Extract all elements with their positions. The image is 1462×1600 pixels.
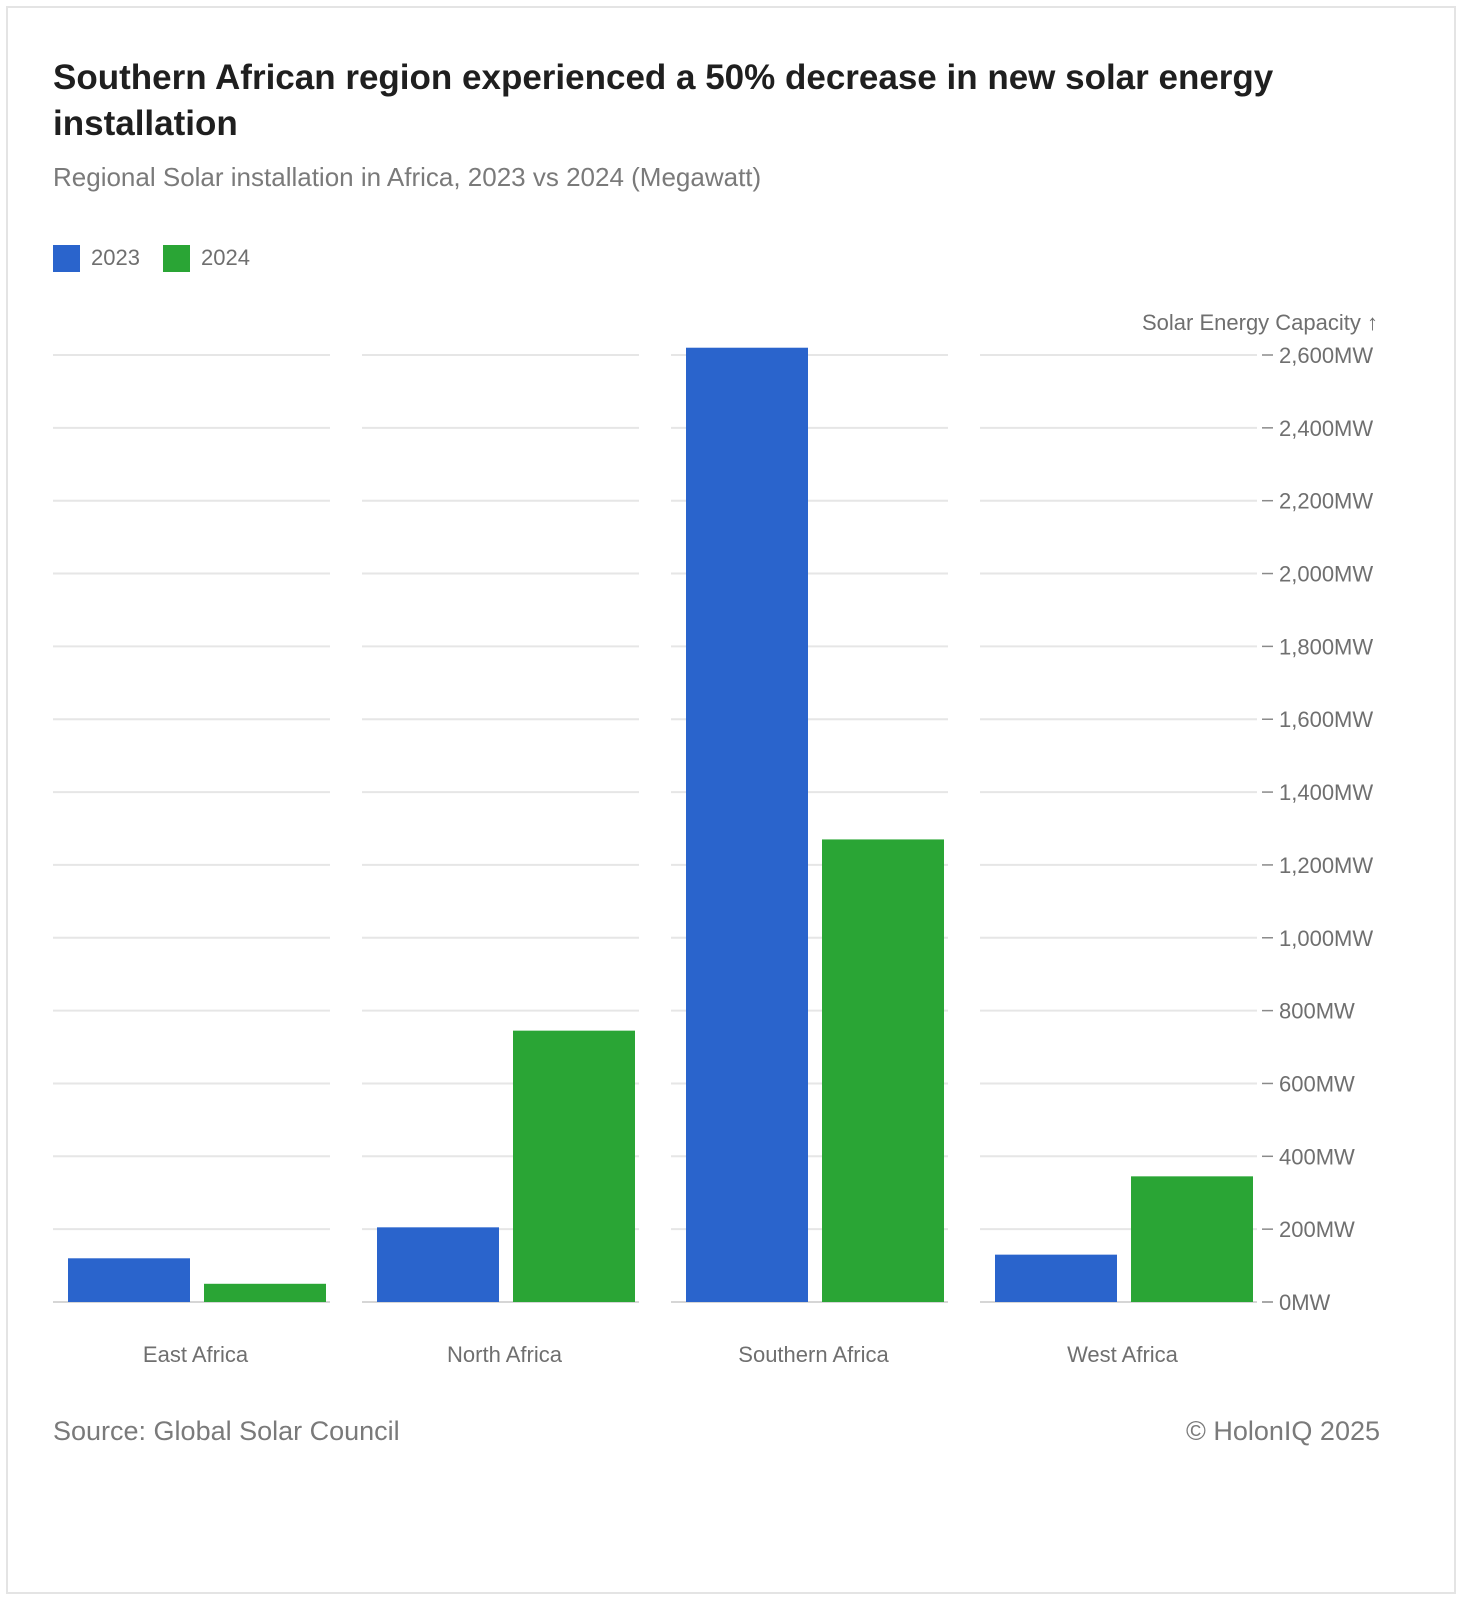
y-tick-label: 2,600MW (1279, 343, 1373, 368)
bar-east-africa-2024 (204, 1283, 326, 1302)
bar-southern-africa-2023 (686, 347, 808, 1302)
x-axis-labels: East Africa North Africa Southern Africa We… (143, 1342, 1179, 1367)
y-tick-label: 1,000MW (1279, 926, 1373, 951)
grid-lines (53, 354, 1257, 1303)
chart-title: Southern African region experienced a 50… (53, 58, 1274, 143)
legend-label-2023: 2023 (91, 245, 140, 270)
y-tick-label: 1,800MW (1279, 634, 1373, 659)
source-note: Source: Global Solar Council (53, 1416, 400, 1446)
x-label-west-africa: West Africa (1067, 1342, 1179, 1367)
y-tick-label: 400MW (1279, 1144, 1355, 1169)
y-tick-label: 2,000MW (1279, 562, 1373, 587)
bar-north-africa-2023 (377, 1227, 499, 1302)
y-tick-label: 0MW (1279, 1290, 1331, 1315)
x-label-southern-africa: Southern Africa (738, 1342, 889, 1367)
y-tick-label: 1,200MW (1279, 853, 1373, 878)
legend-swatch-2023 (53, 244, 80, 272)
y-tick-label: 2,200MW (1279, 489, 1373, 514)
chart-subtitle: Regional Solar installation in Africa, 2… (53, 162, 762, 192)
bar-west-africa-2023 (995, 1254, 1117, 1302)
legend-item-2024[interactable]: 2024 (163, 244, 250, 272)
y-tick-label: 2,400MW (1279, 416, 1373, 441)
bar-west-africa-2024 (1131, 1176, 1253, 1302)
y-tick-label: 200MW (1279, 1217, 1355, 1242)
y-tick-label: 1,400MW (1279, 780, 1373, 805)
legend-item-2023[interactable]: 2023 (53, 244, 140, 272)
bar-north-africa-2024 (513, 1030, 635, 1302)
bars (68, 347, 1253, 1302)
y-tick-label: 600MW (1279, 1071, 1355, 1096)
bar-southern-africa-2024 (822, 839, 944, 1302)
copyright-note: © HolonIQ 2025 (1185, 1416, 1380, 1446)
legend-label-2024: 2024 (201, 245, 250, 270)
x-label-north-africa: North Africa (447, 1342, 563, 1367)
y-tick-label: 800MW (1279, 999, 1355, 1024)
y-tick-label: 1,600MW (1279, 707, 1373, 732)
y-axis: 0MW 200MW 400MW 600MW 800MW 1,000MW 1,200MW 1,4… (1142, 310, 1378, 1315)
x-label-east-africa: East Africa (143, 1342, 249, 1367)
bar-east-africa-2023 (68, 1258, 190, 1302)
y-axis-title: Solar Energy Capacity ↑ (1142, 310, 1378, 335)
legend-swatch-2024 (163, 244, 190, 272)
